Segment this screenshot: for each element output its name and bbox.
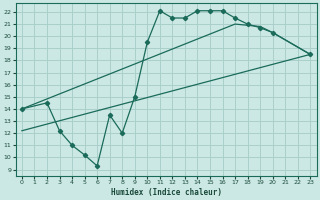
X-axis label: Humidex (Indice chaleur): Humidex (Indice chaleur)	[111, 188, 221, 197]
